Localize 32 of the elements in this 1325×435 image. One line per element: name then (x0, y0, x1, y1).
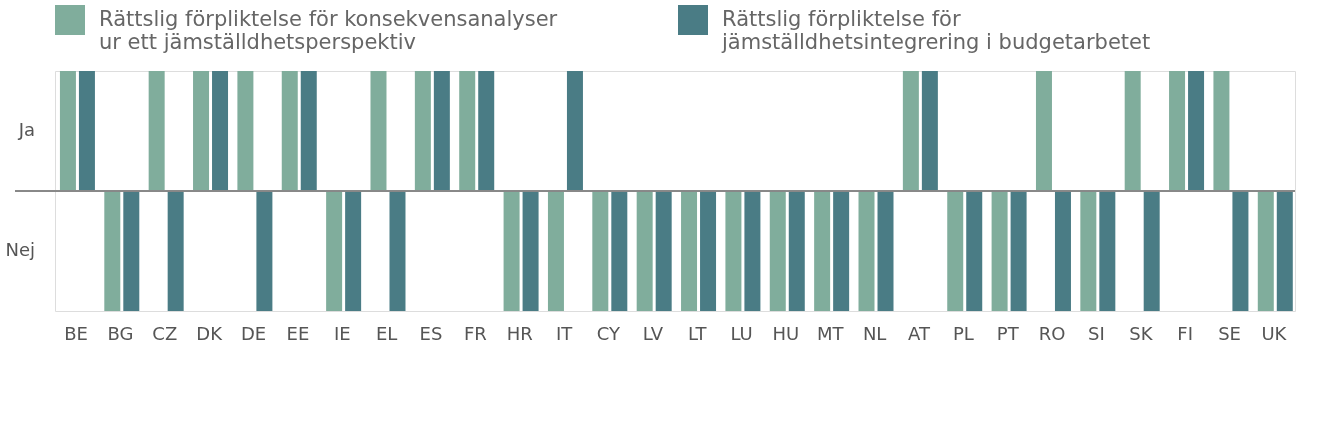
x-tick-label: DK (196, 322, 224, 344)
x-tick-label: CY (596, 322, 622, 344)
x-tick-label: LU (730, 322, 753, 344)
x-tick-label: LT (687, 322, 708, 344)
legend-label: Rättslig förpliktelse för konsekvensanalyser ur ett jämställdhetsperspektiv (99, 7, 558, 54)
x-tick-label: SI (1088, 322, 1105, 344)
x-tick-label: PL (952, 322, 974, 344)
legend-label: Rättslig förpliktelse för jämställdhetsintegrering i budgetarbetet (721, 7, 1151, 54)
x-tick-label: ES (419, 322, 443, 344)
x-tick-label: DE (240, 322, 267, 344)
x-tick-label: IT (555, 322, 574, 344)
x-tick-label: HU (772, 322, 800, 344)
x-tick-label: FI (1177, 322, 1194, 344)
annotation: Nej (5, 239, 35, 260)
x-tick-label: EL (375, 322, 398, 344)
x-tick-label: EE (286, 322, 310, 344)
x-tick-label: UK (1261, 322, 1288, 344)
x-tick-label: MT (817, 322, 845, 344)
x-tick-label: IE (333, 322, 351, 344)
x-tick-label: AT (908, 322, 931, 344)
x-tick-label: PT (996, 322, 1020, 344)
x-tick-label: SK (1129, 322, 1154, 344)
x-tick-label: BG (107, 322, 134, 344)
annotation: Ja (17, 119, 35, 140)
x-tick-label: FR (463, 322, 487, 344)
x-tick-label: HR (506, 322, 533, 344)
x-tick-label: SE (1218, 322, 1241, 344)
x-tick-label: BE (64, 322, 88, 344)
x-tick-label: LV (642, 322, 664, 344)
x-tick-label: RO (1038, 322, 1066, 344)
x-tick-label: CZ (152, 322, 178, 344)
x-tick-label: NL (862, 322, 887, 344)
